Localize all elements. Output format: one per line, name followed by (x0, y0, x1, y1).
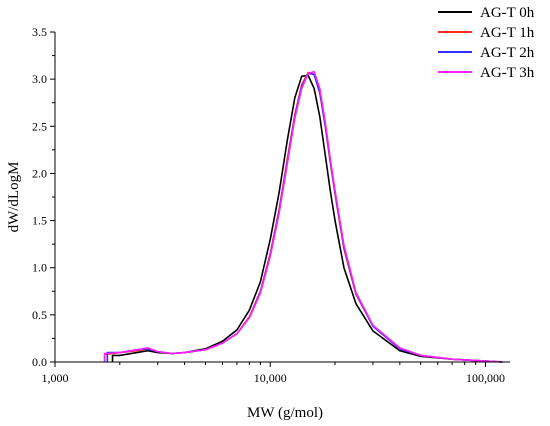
series-line-0 (111, 74, 503, 363)
y-tick-label: 0.5 (32, 308, 47, 322)
series-line-2 (106, 72, 503, 363)
x-tick-label: 100,000 (466, 371, 505, 385)
y-tick-label: 2.0 (32, 166, 47, 180)
legend: AG-T 0h AG-T 1h AG-T 2h AG-T 3h (438, 5, 535, 81)
x-axis-label: MW (g/mol) (247, 405, 323, 421)
series-line-1 (103, 71, 503, 363)
legend-label-0: AG-T 0h (480, 5, 535, 21)
legend-label-3: AG-T 3h (480, 65, 535, 81)
x-tick-label: 1,000 (42, 371, 69, 385)
y-tick-label: 1.5 (32, 214, 47, 228)
series-line-3 (103, 70, 503, 363)
y-axis-label: dW/dLogM (6, 162, 22, 233)
legend-label-1: AG-T 1h (480, 25, 535, 41)
x-tick-label: 10,000 (254, 371, 287, 385)
y-tick-label: 3.5 (32, 25, 47, 39)
plot-area (103, 70, 503, 363)
axes: 0.0 0.5 1.0 1.5 2.0 2.5 3.0 3.5 1,000 10,000 100,0… (32, 25, 510, 385)
y-tick-label: 1.0 (32, 261, 47, 275)
legend-label-2: AG-T 2h (480, 45, 535, 61)
y-tick-label: 3.0 (32, 72, 47, 86)
y-tick-label: 2.5 (32, 119, 47, 133)
y-tick-label: 0.0 (32, 355, 47, 369)
